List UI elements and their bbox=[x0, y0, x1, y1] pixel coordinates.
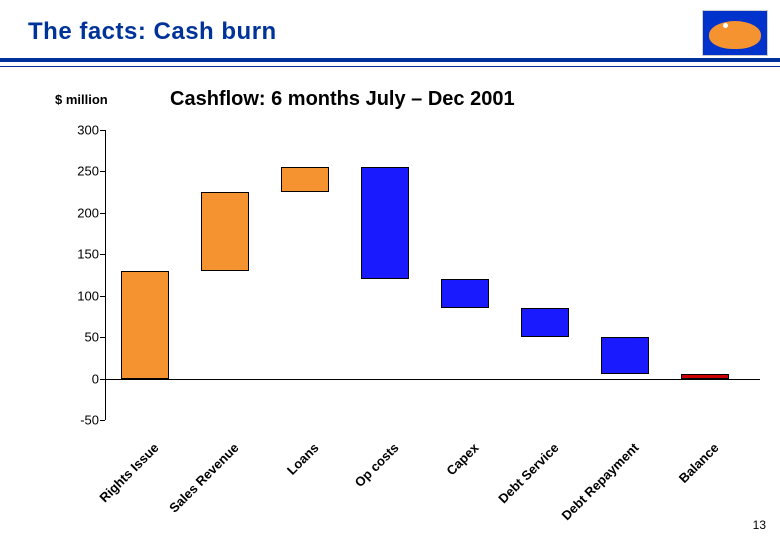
rule-thick bbox=[0, 58, 780, 62]
logo-dot bbox=[723, 23, 728, 28]
bar bbox=[521, 308, 569, 337]
x-axis bbox=[105, 379, 760, 380]
ytick-mark bbox=[100, 420, 105, 421]
x-label: Sales Revenue bbox=[166, 440, 242, 516]
x-label: Debt Repayment bbox=[558, 440, 641, 523]
ytick-mark bbox=[100, 379, 105, 380]
bar bbox=[441, 279, 489, 308]
bar bbox=[121, 271, 169, 379]
ytick-mark bbox=[100, 130, 105, 131]
ytick-label: 250 bbox=[77, 164, 99, 179]
ytick-mark bbox=[100, 254, 105, 255]
ytick-mark bbox=[100, 296, 105, 297]
ytick-label: 150 bbox=[77, 247, 99, 262]
logo-shape bbox=[709, 21, 761, 49]
ytick-label: 300 bbox=[77, 123, 99, 138]
bar bbox=[361, 167, 409, 279]
ytick-label: 0 bbox=[92, 371, 99, 386]
bar bbox=[281, 167, 329, 192]
slide-title: The facts: Cash burn bbox=[28, 18, 277, 46]
x-label: Rights Issue bbox=[96, 440, 161, 505]
x-label: Loans bbox=[284, 440, 322, 478]
y-axis-label: $ million bbox=[55, 92, 108, 107]
ytick-label: 200 bbox=[77, 205, 99, 220]
ytick-label: 100 bbox=[77, 288, 99, 303]
ytick-label: 50 bbox=[85, 330, 99, 345]
x-label: Balance bbox=[676, 440, 722, 486]
page-number: 13 bbox=[753, 518, 766, 532]
x-label: Capex bbox=[443, 440, 481, 478]
chart-title: Cashflow: 6 months July – Dec 2001 bbox=[170, 88, 515, 111]
x-label: Op costs bbox=[352, 440, 402, 490]
bar bbox=[201, 192, 249, 271]
bar bbox=[601, 337, 649, 374]
bar bbox=[681, 374, 729, 379]
ytick-mark bbox=[100, 171, 105, 172]
chart-plot-area: -50050100150200250300Rights IssueSales R… bbox=[105, 130, 745, 420]
x-label: Debt Service bbox=[495, 440, 561, 506]
ytick-mark bbox=[100, 337, 105, 338]
rule-thin bbox=[0, 66, 780, 67]
logo bbox=[702, 10, 768, 56]
ytick-label: -50 bbox=[80, 413, 99, 428]
ytick-mark bbox=[100, 213, 105, 214]
y-axis bbox=[105, 130, 106, 420]
